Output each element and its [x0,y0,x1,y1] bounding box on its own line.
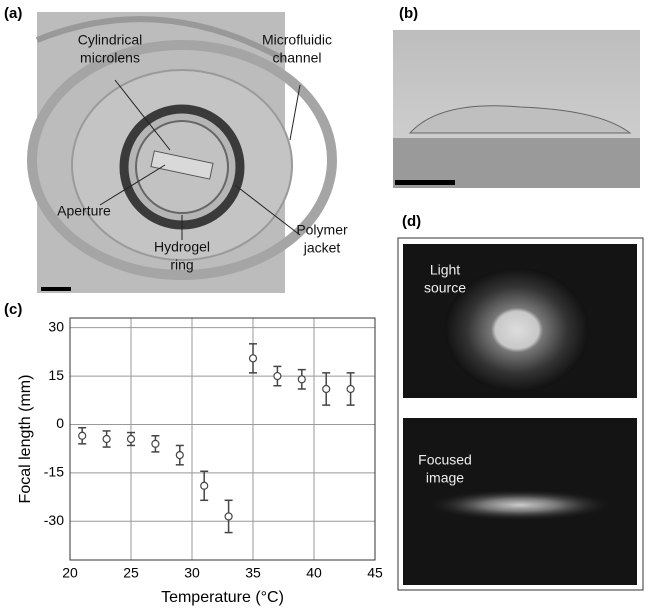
x-tick-label: 25 [123,565,139,581]
panel-label: (a) [4,5,22,22]
data-point [126,434,136,444]
data-point [151,439,160,448]
images-d [397,237,644,591]
plot-frame [69,317,376,561]
data-point [248,354,258,363]
x-tick-label: 45 [367,565,383,581]
data-point [102,434,111,444]
annotation: Cylindrical [78,32,143,48]
annotation: microlens [80,50,140,66]
y-tick-label: 15 [48,367,64,383]
annotation: Focused [418,452,472,468]
data-point [200,481,209,490]
y-tick-label: 30 [48,318,64,334]
annotation: Polymer [296,222,348,238]
x-tick-label: 30 [184,565,200,581]
panel-label: (c) [4,301,22,318]
data-point [297,375,306,384]
y-axis-label: Focal length (mm) [17,375,34,504]
annotation: Microfluidic [262,32,332,48]
data-point [175,451,184,460]
data-point [224,512,233,521]
annotation: Aperture [57,203,111,219]
side-view-b [393,30,640,188]
x-tick-label: 40 [306,565,322,581]
annotation: ring [170,257,193,273]
data-point [322,384,331,394]
y-tick-label: -30 [44,512,64,528]
y-tick-label: -15 [44,464,64,480]
y-tick-label: 0 [56,415,64,431]
data-point [78,431,87,440]
data-point [273,371,282,381]
x-tick-label: 35 [245,565,261,581]
annotation: Hydrogel [154,239,210,255]
plot-c: 30 15 0 -15 -30 20 25 30 35 40 45 Temperature (°C) F… [17,317,383,606]
micrograph-a [27,12,337,293]
annotation: Light [430,262,460,278]
annotation: image [426,470,464,486]
panel-label: (d) [402,213,421,230]
x-tick-label: 20 [62,565,78,581]
data-point [346,384,355,394]
x-axis-label: Temperature (°C) [161,589,284,606]
panel-label: (b) [399,5,418,22]
annotation: source [424,280,466,296]
annotation: channel [272,50,321,66]
annotation: jacket [303,240,341,256]
